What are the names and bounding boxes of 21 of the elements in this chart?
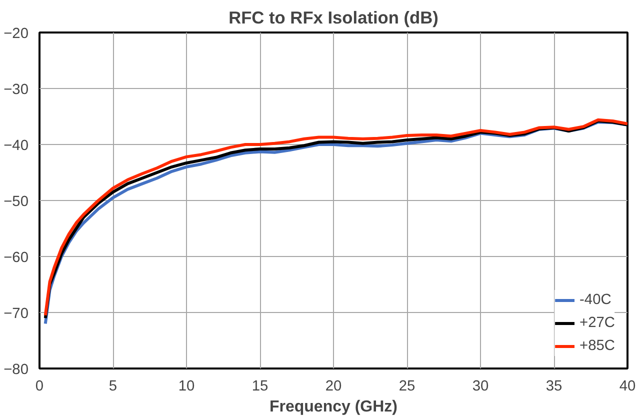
x-tick-label: 25: [398, 378, 416, 394]
x-tick-label: 20: [325, 378, 342, 394]
x-tick-label: 30: [472, 378, 489, 394]
x-tick-label: 35: [546, 378, 562, 394]
y-tick-label: −30: [4, 82, 29, 98]
x-tick-label: 15: [252, 378, 268, 394]
y-tick-label: −40: [4, 138, 29, 154]
y-tick-label: −20: [4, 26, 29, 42]
x-axis-title: Frequency (GHz): [269, 398, 398, 416]
y-tick-label: −50: [4, 194, 29, 210]
x-tick-label: 0: [35, 378, 44, 394]
y-tick-label: −70: [4, 306, 29, 322]
legend-label: +27C: [580, 315, 615, 331]
x-tick-label: 10: [178, 378, 195, 394]
legend-label: +85C: [580, 338, 615, 354]
legend-label: -40C: [580, 292, 612, 308]
chart-title: RFC to RFx Isolation (dB): [228, 8, 438, 28]
x-tick-label: 5: [108, 378, 118, 394]
y-tick-label: −60: [4, 250, 29, 266]
y-tick-label: −80: [4, 362, 29, 378]
x-tick-label: 40: [619, 378, 636, 394]
